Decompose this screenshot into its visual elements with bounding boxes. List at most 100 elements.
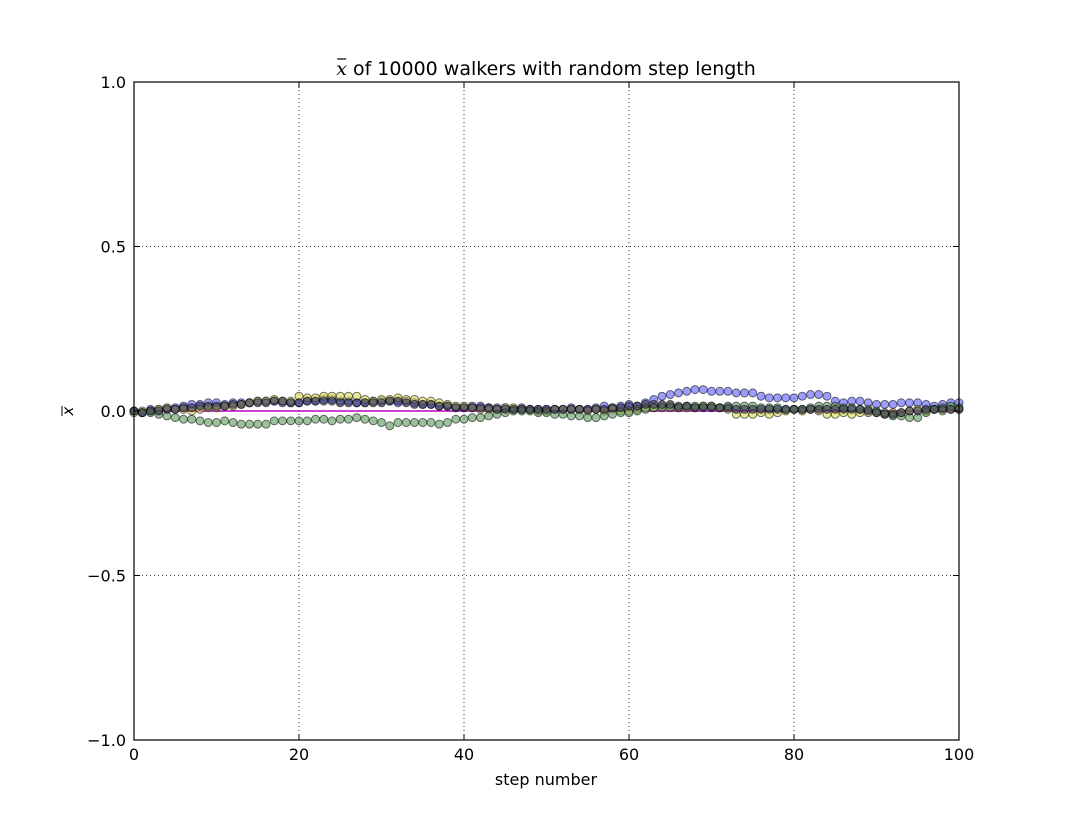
data-point (723, 386, 733, 396)
chart-title: x of 10000 walkers with random step leng… (336, 58, 756, 80)
series-4 (129, 396, 964, 419)
data-point (946, 404, 956, 414)
data-point (459, 414, 469, 424)
data-point (385, 421, 395, 431)
data-point (781, 393, 791, 403)
x-tick-label: 100 (944, 745, 975, 764)
data-point (624, 401, 634, 411)
data-point (773, 404, 782, 414)
data-points (129, 385, 964, 431)
data-point (748, 388, 758, 398)
data-point (806, 404, 815, 414)
axis-ticks (133, 81, 960, 741)
data-point (880, 409, 890, 419)
y-tick-label: 1.0 (101, 73, 126, 92)
data-point (476, 413, 485, 423)
x-tick-label: 0 (129, 745, 139, 764)
data-point (657, 399, 667, 409)
data-point (253, 419, 263, 429)
data-point (616, 403, 626, 413)
data-point (286, 416, 296, 426)
data-point (187, 414, 197, 424)
data-point (228, 418, 238, 428)
data-point (740, 388, 749, 398)
data-point (707, 386, 716, 396)
data-point (583, 404, 593, 414)
data-point (269, 396, 279, 406)
data-point (847, 404, 857, 414)
data-point (401, 418, 411, 428)
data-point (269, 416, 279, 426)
y-tick-labels: −1.0 −0.5 0.0 0.5 1.0 (87, 73, 126, 750)
data-point (451, 403, 461, 413)
data-point (352, 413, 362, 423)
data-point (319, 396, 329, 406)
data-point (855, 404, 865, 414)
data-point (335, 398, 345, 408)
data-point (888, 399, 898, 409)
data-point (170, 413, 180, 423)
data-point (203, 418, 213, 428)
y-tick-label: −0.5 (87, 567, 126, 586)
data-point (929, 404, 939, 414)
data-point (335, 414, 345, 424)
data-point (492, 404, 502, 414)
data-point (410, 418, 419, 428)
data-point (434, 401, 444, 411)
x-tick-label: 20 (289, 745, 309, 764)
data-point (179, 403, 188, 413)
data-point (690, 403, 700, 413)
data-point (484, 411, 494, 421)
data-point (236, 419, 246, 429)
data-point (212, 418, 221, 428)
data-point (748, 404, 758, 414)
data-point (360, 414, 370, 424)
data-point (170, 404, 180, 414)
data-point (921, 404, 931, 414)
data-point (146, 406, 155, 416)
data-point (443, 401, 452, 411)
data-point (484, 403, 494, 413)
data-point (319, 414, 329, 424)
data-point (764, 393, 774, 403)
data-point (261, 398, 271, 408)
data-point (451, 414, 461, 424)
data-point (740, 404, 749, 414)
data-point (674, 401, 683, 411)
data-point (154, 406, 164, 416)
data-point (377, 398, 386, 408)
data-point (467, 403, 477, 413)
data-point (137, 408, 147, 418)
y-tick-label: −1.0 (87, 731, 126, 750)
data-point (228, 399, 238, 409)
data-point (195, 401, 205, 411)
data-point (905, 406, 914, 416)
data-point (806, 390, 815, 400)
data-point (236, 399, 246, 409)
data-point (410, 399, 419, 409)
data-point (327, 416, 337, 426)
data-point (302, 416, 312, 426)
data-point (599, 404, 609, 414)
data-point (401, 398, 411, 408)
data-point (393, 418, 403, 428)
data-point (913, 406, 923, 416)
data-point (773, 393, 782, 403)
data-point (698, 403, 708, 413)
data-point (814, 404, 824, 414)
data-point (278, 396, 287, 406)
data-point (418, 418, 428, 428)
data-point (822, 391, 832, 401)
data-point (459, 403, 469, 413)
data-point (863, 406, 873, 416)
data-point (311, 414, 320, 424)
data-point (682, 401, 692, 411)
data-point (368, 416, 378, 426)
data-point (443, 418, 452, 428)
data-point (756, 404, 766, 414)
data-point (203, 401, 213, 411)
data-point (212, 401, 221, 411)
data-point (385, 396, 395, 406)
